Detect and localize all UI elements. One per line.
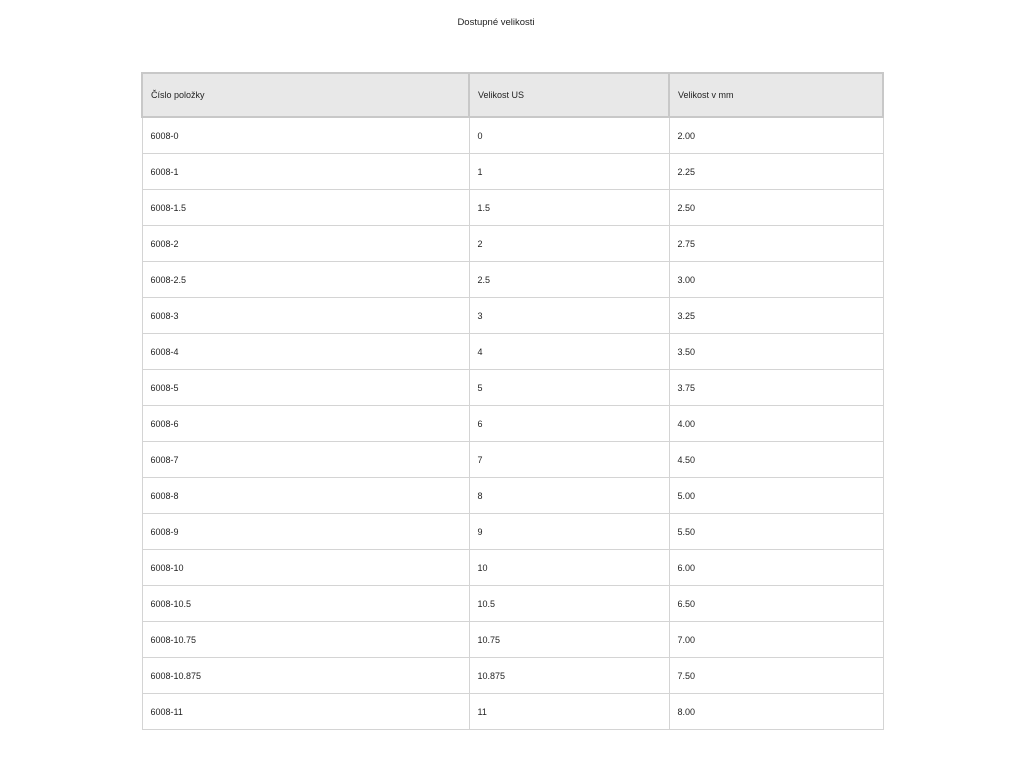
table-row: 6008-2 2 2.75 — [141, 225, 884, 262]
us-size-cell: 10.875 — [468, 657, 670, 694]
mm-size-cell: 2.25 — [668, 153, 884, 190]
mm-size-cell: 3.75 — [668, 369, 884, 406]
table-row: 6008-0 0 2.00 — [141, 116, 884, 154]
header-us-size: Velikost US — [468, 72, 670, 118]
item-number-cell: 6008-9 — [141, 513, 470, 550]
table-header-row: Číslo položky Velikost US Velikost v mm — [141, 72, 884, 118]
mm-size-cell: 2.00 — [668, 116, 884, 154]
us-size-cell: 4 — [468, 333, 670, 370]
table-row: 6008-1.5 1.5 2.50 — [141, 189, 884, 226]
us-size-cell: 5 — [468, 369, 670, 406]
mm-size-cell: 5.50 — [668, 513, 884, 550]
us-size-cell: 1 — [468, 153, 670, 190]
table-row: 6008-8 8 5.00 — [141, 477, 884, 514]
mm-size-cell: 3.50 — [668, 333, 884, 370]
us-size-cell: 2 — [468, 225, 670, 262]
item-number-cell: 6008-10.75 — [141, 621, 470, 658]
mm-size-cell: 3.00 — [668, 261, 884, 298]
us-size-cell: 11 — [468, 693, 670, 730]
table-row: 6008-10.75 10.75 7.00 — [141, 621, 884, 658]
item-number-cell: 6008-3 — [141, 297, 470, 334]
table-row: 6008-11 11 8.00 — [141, 693, 884, 730]
us-size-cell: 10 — [468, 549, 670, 586]
us-size-cell: 7 — [468, 441, 670, 478]
mm-size-cell: 8.00 — [668, 693, 884, 730]
table-row: 6008-3 3 3.25 — [141, 297, 884, 334]
sizes-table: Číslo položky Velikost US Velikost v mm … — [141, 72, 884, 730]
us-size-cell: 1.5 — [468, 189, 670, 226]
page-title: Dostupné velikosti — [457, 17, 535, 28]
item-number-cell: 6008-1 — [141, 153, 470, 190]
table-row: 6008-4 4 3.50 — [141, 333, 884, 370]
item-number-cell: 6008-2 — [141, 225, 470, 262]
header-mm-size: Velikost v mm — [668, 72, 884, 118]
mm-size-cell: 2.75 — [668, 225, 884, 262]
us-size-cell: 10.75 — [468, 621, 670, 658]
header-item-number: Číslo položky — [141, 72, 470, 118]
table-row: 6008-1 1 2.25 — [141, 153, 884, 190]
item-number-cell: 6008-7 — [141, 441, 470, 478]
table-row: 6008-10.875 10.875 7.50 — [141, 657, 884, 694]
item-number-cell: 6008-8 — [141, 477, 470, 514]
table-row: 6008-7 7 4.50 — [141, 441, 884, 478]
mm-size-cell: 7.50 — [668, 657, 884, 694]
us-size-cell: 6 — [468, 405, 670, 442]
mm-size-cell: 6.00 — [668, 549, 884, 586]
us-size-cell: 2.5 — [468, 261, 670, 298]
mm-size-cell: 7.00 — [668, 621, 884, 658]
mm-size-cell: 4.50 — [668, 441, 884, 478]
mm-size-cell: 2.50 — [668, 189, 884, 226]
item-number-cell: 6008-4 — [141, 333, 470, 370]
item-number-cell: 6008-5 — [141, 369, 470, 406]
table-row: 6008-2.5 2.5 3.00 — [141, 261, 884, 298]
table-row: 6008-9 9 5.50 — [141, 513, 884, 550]
item-number-cell: 6008-0 — [141, 116, 470, 154]
table-row: 6008-6 6 4.00 — [141, 405, 884, 442]
us-size-cell: 8 — [468, 477, 670, 514]
us-size-cell: 3 — [468, 297, 670, 334]
mm-size-cell: 4.00 — [668, 405, 884, 442]
item-number-cell: 6008-1.5 — [141, 189, 470, 226]
table-row: 6008-10.5 10.5 6.50 — [141, 585, 884, 622]
table-row: 6008-5 5 3.75 — [141, 369, 884, 406]
table-row: 6008-10 10 6.00 — [141, 549, 884, 586]
us-size-cell: 0 — [468, 116, 670, 154]
item-number-cell: 6008-10.5 — [141, 585, 470, 622]
mm-size-cell: 5.00 — [668, 477, 884, 514]
mm-size-cell: 6.50 — [668, 585, 884, 622]
item-number-cell: 6008-2.5 — [141, 261, 470, 298]
item-number-cell: 6008-10.875 — [141, 657, 470, 694]
us-size-cell: 9 — [468, 513, 670, 550]
us-size-cell: 10.5 — [468, 585, 670, 622]
item-number-cell: 6008-6 — [141, 405, 470, 442]
item-number-cell: 6008-10 — [141, 549, 470, 586]
item-number-cell: 6008-11 — [141, 693, 470, 730]
mm-size-cell: 3.25 — [668, 297, 884, 334]
